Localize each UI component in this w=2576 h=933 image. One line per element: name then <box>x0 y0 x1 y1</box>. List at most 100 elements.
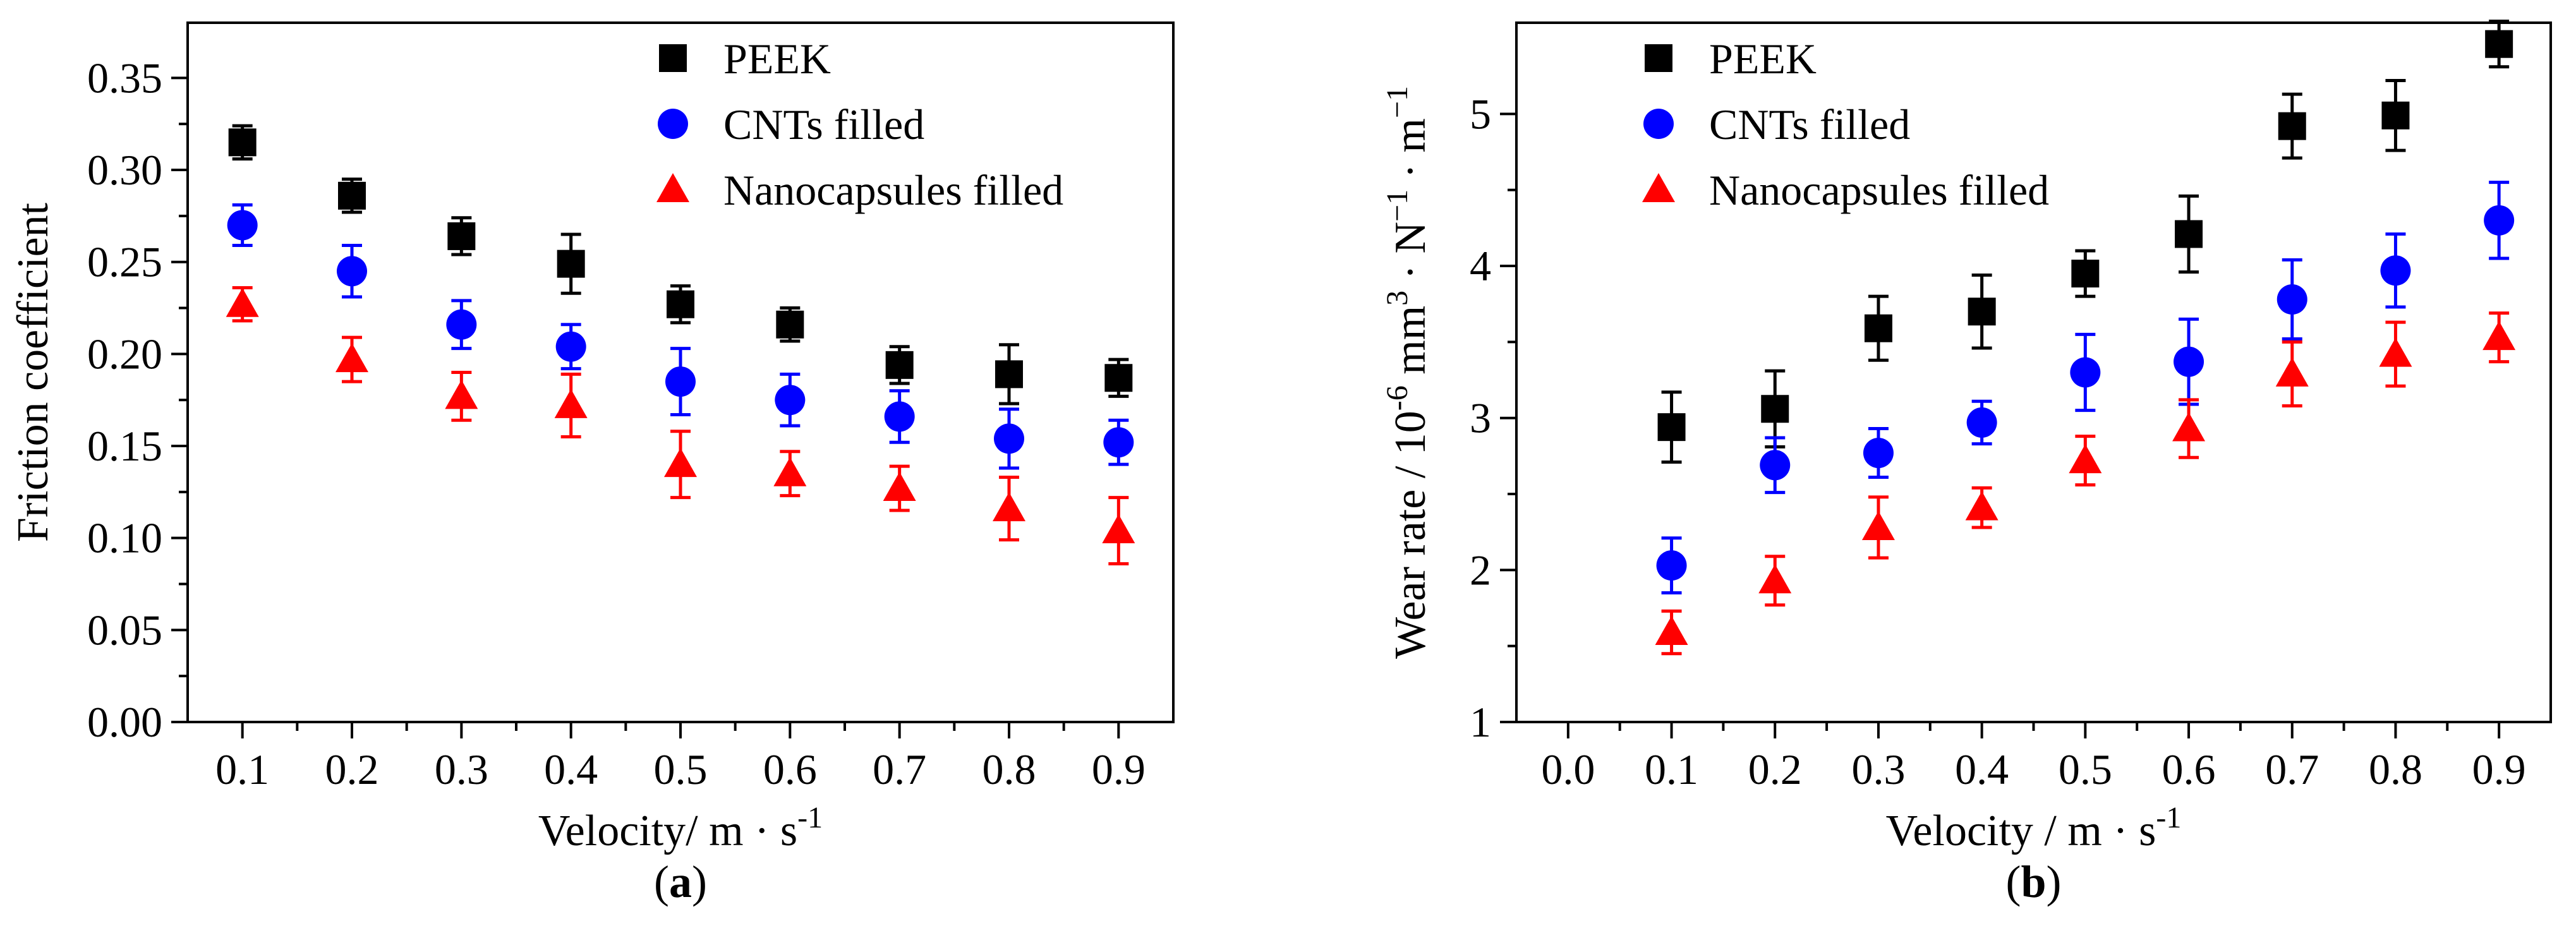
x-tick-label: 0.2 <box>1748 745 1802 793</box>
x-tick-label: 0.3 <box>1851 745 1905 793</box>
x-tick-label: 0.9 <box>2472 745 2526 793</box>
data-point <box>555 331 586 362</box>
legend-label: CNTs filled <box>1709 100 1910 148</box>
y-tick-label: 0.20 <box>87 330 162 378</box>
data-point <box>773 457 807 486</box>
x-tick-label: 0.8 <box>983 745 1036 793</box>
legend-marker <box>1642 173 1675 202</box>
data-point <box>1760 450 1791 481</box>
y-axis-title: Wear rate / 10-6 mm3 · N−1 · m−1 <box>1381 86 1435 659</box>
legend-entry: PEEK <box>659 35 831 83</box>
data-point <box>775 385 806 416</box>
data-point <box>2379 337 2412 367</box>
legend-entry: CNTs filled <box>1643 100 1910 148</box>
y-tick-label: 0.30 <box>87 146 162 194</box>
data-point <box>445 380 478 409</box>
x-axis-title: Velocity / m · s-1 <box>1886 801 2182 855</box>
legend-label: PEEK <box>1709 35 1817 83</box>
series-cnts-filled <box>227 203 1134 470</box>
data-point <box>557 250 585 278</box>
data-point <box>2071 260 2100 288</box>
y-tick-label: 3 <box>1470 394 1491 442</box>
data-point <box>2380 255 2411 286</box>
x-tick-label: 0.5 <box>654 745 708 793</box>
panel-label: (a) <box>654 857 707 907</box>
data-point <box>1655 616 1688 646</box>
data-point <box>1102 514 1135 544</box>
legend-marker <box>1645 44 1672 72</box>
data-point <box>885 351 914 379</box>
y-tick-label: 0.25 <box>87 238 162 286</box>
x-tick-label: 0.1 <box>1645 745 1698 793</box>
data-point <box>338 181 366 210</box>
y-tick-label: 0.15 <box>87 422 162 470</box>
x-tick-label: 0.8 <box>2369 745 2422 793</box>
x-axis-title: Velocity/ m · s-1 <box>538 801 823 855</box>
series-cnts-filled <box>1656 181 2515 594</box>
x-tick-label: 0.1 <box>215 745 269 793</box>
legend-marker <box>659 44 687 72</box>
data-point <box>2482 321 2516 351</box>
legend-marker <box>656 173 689 202</box>
legend-marker <box>658 109 688 139</box>
x-tick-label: 0.6 <box>763 745 817 793</box>
data-point <box>1103 427 1134 458</box>
legend-entry: Nanocapsules filled <box>1642 166 2049 214</box>
y-tick-label: 0.00 <box>87 698 162 746</box>
data-point <box>1863 438 1894 469</box>
series-peek <box>228 124 1133 406</box>
legend-entry: CNTs filled <box>658 100 924 148</box>
data-point <box>226 287 259 317</box>
data-point <box>1104 364 1133 392</box>
data-point <box>2485 30 2513 58</box>
data-point <box>2381 101 2410 129</box>
panel-a: 0.1 0.2 0.3 0.4 0.5 0.6 0.7 0.8 0.9 0.00 0.05 0.10 0… <box>9 21 1175 907</box>
data-point <box>2278 112 2306 140</box>
data-point <box>884 401 915 432</box>
x-tick-label: 0.3 <box>435 745 488 793</box>
data-point <box>2172 412 2206 442</box>
data-point <box>1657 413 1686 442</box>
data-point <box>228 128 257 157</box>
legend-label: Nanocapsules filled <box>1709 166 2049 214</box>
data-point <box>447 222 476 250</box>
panel-label: (b) <box>2005 857 2061 907</box>
data-point <box>2275 357 2309 387</box>
data-point <box>993 492 1025 522</box>
legend-marker <box>1643 109 1674 139</box>
y-tick-label: 0.35 <box>87 54 162 102</box>
panel-b: 0.0 0.1 0.2 0.3 0.4 0.5 0.6 0.7 0.8 0.9 1 2 3 4 5 Veloc… <box>1381 20 2552 907</box>
data-point <box>1758 564 1792 594</box>
data-point <box>2175 220 2203 248</box>
data-point <box>665 366 696 397</box>
x-tick-label: 0.7 <box>2265 745 2319 793</box>
x-tick-label: 0.4 <box>544 745 598 793</box>
legend-entry: PEEK <box>1645 35 1817 83</box>
data-point <box>554 388 588 418</box>
data-point <box>776 310 804 339</box>
data-point <box>994 423 1024 454</box>
y-tick-label: 2 <box>1470 546 1491 594</box>
data-point <box>1864 314 1892 342</box>
data-point <box>664 448 697 478</box>
y-tick-label: 5 <box>1470 90 1491 138</box>
data-point <box>667 290 694 318</box>
data-point <box>1965 491 1999 521</box>
y-tick-label: 4 <box>1470 242 1491 290</box>
x-tick-label: 0.2 <box>325 745 379 793</box>
data-point <box>446 309 477 340</box>
data-point <box>1656 550 1687 581</box>
data-point <box>227 210 258 241</box>
legend-entry: Nanocapsules filled <box>656 166 1063 214</box>
data-point <box>2069 444 2102 474</box>
data-point <box>1968 298 1996 326</box>
legend-label: Nanocapsules filled <box>723 166 1063 214</box>
x-tick-label: 0.9 <box>1092 745 1146 793</box>
data-point <box>336 343 368 373</box>
y-tick-label: 1 <box>1470 698 1491 746</box>
y-axis-title: Friction coefficient <box>9 202 57 542</box>
data-point <box>2070 357 2101 388</box>
x-tick-label: 0.7 <box>873 745 926 793</box>
y-tick-label: 0.10 <box>87 514 162 562</box>
